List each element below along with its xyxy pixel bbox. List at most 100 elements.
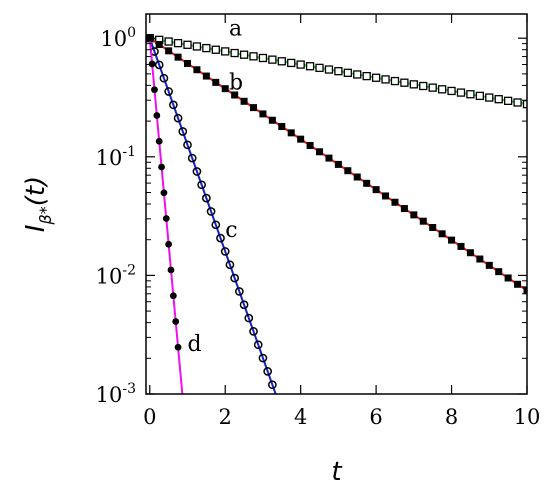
x-tick-label: 8 [445,405,458,429]
series-b-point [259,110,267,118]
series-d-point [155,137,163,145]
x-axis-label: t [331,457,342,487]
series-a-point [230,48,239,58]
series-b-point [466,249,474,257]
x-tick-label: 10 [514,405,541,429]
series-b-point [306,141,314,149]
series-b-point [183,59,191,67]
series-b-point [353,173,361,181]
series-a-point [343,68,352,77]
series-a-point [494,95,503,104]
series-a-point [513,98,522,107]
series-d-point [148,60,156,68]
series-a-point [437,85,447,94]
series-b-point [457,242,465,250]
series-a-point [456,88,466,97]
series-c-label: c [225,218,237,243]
series-c-point [192,167,202,176]
y-tick-exponent: -3 [122,381,136,397]
series-a-point [315,63,324,73]
series-a-point [475,91,484,101]
x-tick-label: 0 [143,405,156,429]
y-axis-label-suffix: (t) [21,176,51,206]
series-a-point [287,58,296,68]
series-d-point [158,163,165,171]
series-d-point [151,86,158,94]
series-a-point [324,65,334,74]
y-axis-label-base: I [21,225,51,233]
series-d-point [165,240,173,248]
series-b-point [221,85,229,93]
series-b-point [448,236,456,244]
series-b-point [268,116,276,124]
series-b-point [372,186,380,194]
series-c-point [183,140,192,150]
series-a-point [447,86,456,96]
series-b-point [193,66,201,74]
series-a-point [419,81,428,91]
series-d-point [174,343,182,351]
y-tick-label: 10-2 [96,262,136,288]
series-a-point [409,80,418,89]
series-b-point [485,261,493,269]
series-b-point [344,167,352,175]
series-d-point [160,189,168,197]
series-c-point [197,180,206,190]
series-b-point [391,198,399,206]
series-d-point [169,292,177,300]
series-a-point [173,39,183,48]
series-a-point [305,62,315,71]
series-b-point [504,274,512,282]
series-a-point [334,67,343,76]
series-a-point [522,99,527,109]
series-c-point [202,193,211,203]
series-d-label: d [187,332,201,357]
series-b-point [334,160,342,168]
series-b-point [429,223,437,231]
series-a-point [503,96,513,105]
series-a-point [239,50,249,59]
y-tick-base: 10 [96,146,123,170]
series-c-point [216,233,225,243]
series-c-point [230,273,239,283]
series-a-point [485,93,494,102]
x-tick-label: 2 [219,405,232,429]
series-c-point [239,300,249,310]
series-a-point [428,83,437,92]
series-a-point [277,57,286,66]
series-d-point [167,266,175,274]
series-c-point [154,60,164,70]
series-d-point [172,318,180,325]
series-b-point [325,154,333,162]
series-b-point [165,47,173,55]
series-a-point [296,60,305,69]
y-tick-label: 10-3 [96,381,136,407]
series-a-point [268,55,277,64]
series-b-point [278,123,286,131]
series-b-point [297,135,305,143]
x-tick-label: 6 [369,405,382,429]
series-a-point [466,90,475,99]
y-tick-exponent: 0 [127,25,136,41]
series-b-point [410,211,418,219]
series-b-point [250,104,258,112]
series-c-point [187,153,197,163]
series-c-point [235,287,244,296]
series-a-point [192,42,202,51]
series-b-point [363,179,371,187]
series-b-point [231,91,239,99]
series-a-point [353,70,362,79]
series-c-point [258,353,268,363]
series-c-point [178,127,188,136]
series-c-point [244,313,254,323]
y-tick-label: 10-1 [96,144,136,170]
series-b-point [287,129,295,137]
y-tick-exponent: -2 [122,262,136,278]
series-c-point [268,380,277,390]
series-b-point [523,287,527,295]
y-tick-base: 10 [96,264,123,288]
series-b-point [316,148,324,156]
series-a-point [390,76,400,86]
